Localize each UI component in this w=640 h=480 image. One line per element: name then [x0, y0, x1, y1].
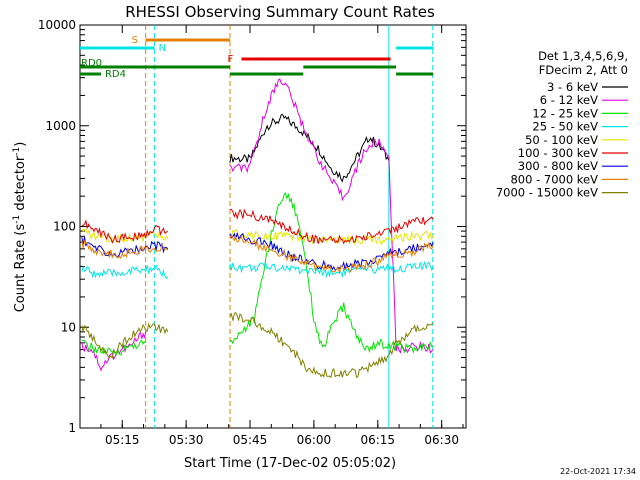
x-tick-label: 06:15 — [360, 433, 395, 447]
flag-label: RD0 — [81, 58, 102, 69]
series-line — [229, 233, 434, 275]
legend-entry-label: 100 - 300 keV — [518, 146, 598, 160]
x-tick-label: 06:00 — [297, 433, 332, 447]
legend-entry-label: 3 - 6 keV — [547, 80, 598, 94]
series-line — [81, 331, 147, 372]
series-line — [81, 339, 147, 356]
x-tick-label: 05:15 — [105, 433, 140, 447]
legend-entry-label: 7000 - 15000 keV — [496, 186, 598, 200]
series-line — [81, 264, 169, 280]
legend-header-line-1: Det 1,3,4,5,6,9, — [538, 49, 628, 63]
y-tick-label: 10 — [61, 320, 76, 334]
series-line — [81, 236, 169, 258]
x-tick-label: 06:30 — [424, 433, 459, 447]
flag-label: RD4 — [105, 69, 126, 80]
y-tick-label: 1000 — [45, 119, 76, 133]
legend-header-line-2: FDecim 2, Att 0 — [539, 63, 628, 77]
series-line — [229, 78, 434, 354]
flag-label: S — [132, 35, 138, 46]
series-line — [229, 208, 434, 245]
legend-entry-label: 800 - 7000 keV — [510, 172, 598, 186]
y-tick-label: 10000 — [38, 18, 76, 32]
series-line — [81, 239, 169, 260]
x-tick-label: 05:30 — [169, 433, 204, 447]
y-tick-label: 1 — [68, 421, 76, 435]
y-tick-label: 100 — [53, 220, 76, 234]
series-line — [81, 322, 169, 360]
series-line — [81, 219, 169, 244]
x-tick-label: 05:45 — [233, 433, 268, 447]
plot-area: 05:15 05:30 05:45 06:00 06:15 06:30 1 10 100 1000… — [38, 18, 467, 447]
chart-title: RHESSI Observing Summary Count Rates — [125, 3, 435, 21]
legend-entry-label: 25 - 50 keV — [532, 120, 598, 134]
series-line — [229, 260, 434, 279]
flag-label: N — [159, 43, 166, 54]
legend-entry-label: 300 - 800 keV — [518, 159, 598, 173]
legend-entry-label: 12 - 25 keV — [532, 106, 598, 120]
series-line — [229, 232, 434, 272]
series-line — [229, 311, 434, 379]
plot-frame — [79, 24, 467, 429]
series-line — [229, 114, 390, 183]
y-axis-label: Count Rate (s-1 detector-1) — [12, 142, 28, 313]
generation-timestamp: 22-Oct-2021 17:34 — [560, 467, 636, 476]
legend-entry-label: 6 - 12 keV — [540, 93, 598, 107]
x-axis-label: Start Time (17-Dec-02 05:05:02) — [184, 456, 396, 471]
flag-label: F — [228, 54, 234, 65]
legend-entry-label: 50 - 100 keV — [525, 133, 598, 147]
series-line — [229, 191, 434, 354]
